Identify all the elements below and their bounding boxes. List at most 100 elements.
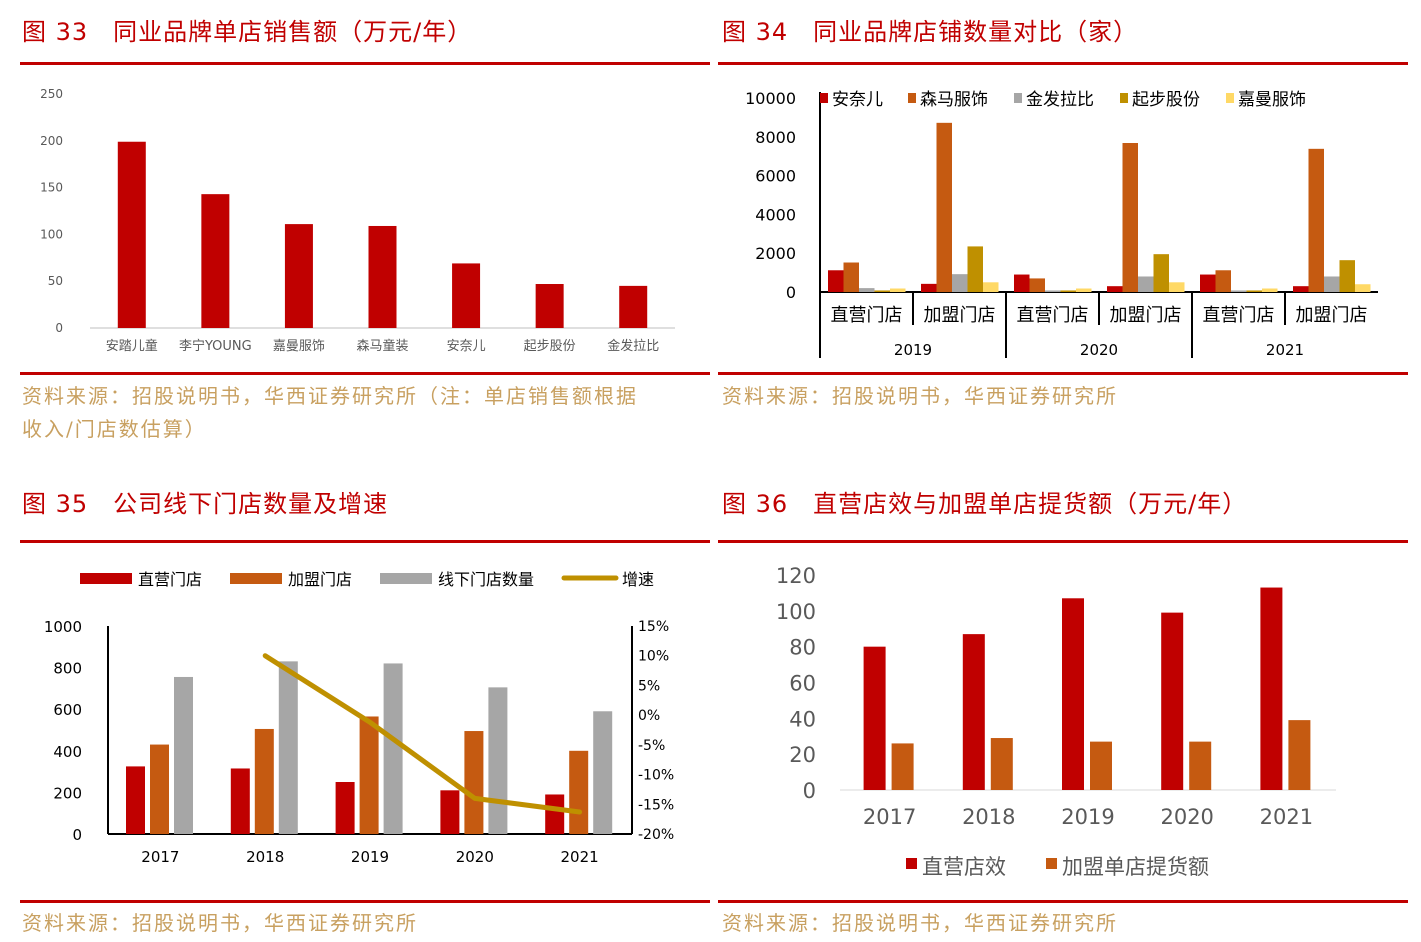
y-tick-label: 50	[48, 274, 63, 288]
bar	[619, 285, 648, 328]
y-tick-label: 6000	[755, 167, 796, 186]
figure-33-title: 图 33 同业品牌单店销售额（万元/年）	[22, 18, 473, 46]
y-tick-label: 0	[72, 826, 82, 844]
bar	[284, 224, 313, 328]
y-tick-label: 250	[40, 87, 63, 101]
bar	[117, 141, 146, 328]
x-group-label: 2019	[894, 341, 932, 359]
x-tick-label: 2020	[456, 848, 494, 866]
bar-嘉曼服饰	[983, 282, 999, 292]
bar-金发拉比	[1324, 276, 1340, 292]
y-tick-label: 120	[776, 564, 816, 588]
bar-安奈儿	[1107, 286, 1123, 292]
figure-33-source-cont: 收入/门店数估算）	[22, 417, 207, 441]
y-tick-label: 10000	[745, 89, 796, 108]
bar-起步股份	[1339, 260, 1355, 292]
bar-嘉曼服饰	[1076, 288, 1092, 292]
legend-label: 加盟单店提货额	[1062, 855, 1209, 879]
legend-swatch	[1120, 93, 1128, 103]
y-tick-label: 0	[55, 321, 63, 335]
bar-直营门店	[545, 794, 565, 834]
bar-直营门店	[440, 790, 460, 834]
divider	[20, 900, 710, 903]
y2-tick-label: -5%	[638, 738, 665, 754]
y-tick-label: 1000	[44, 618, 82, 636]
y2-tick-label: 5%	[638, 678, 660, 694]
bar-直营门店	[230, 768, 250, 834]
bar	[452, 263, 481, 328]
x-category-label: 直营门店	[1017, 305, 1089, 326]
legend-label: 线下门店数量	[438, 570, 534, 589]
bar-嘉曼服饰	[1169, 282, 1185, 292]
bar-加盟门店	[569, 750, 589, 834]
x-group-label: 2020	[1080, 341, 1118, 359]
x-category-label: 直营门店	[831, 305, 903, 326]
x-category-label: 加盟门店	[1296, 305, 1368, 326]
bar-加盟单店提货额	[1189, 741, 1212, 790]
legend-label: 森马服饰	[920, 90, 988, 110]
x-tick-label: 2018	[962, 805, 1015, 829]
legend-label: 直营店效	[922, 855, 1006, 879]
x-tick-label: 2018	[246, 848, 284, 866]
bar-直营门店	[335, 782, 355, 834]
legend-swatch	[820, 93, 828, 103]
legend-swatch	[1046, 858, 1057, 869]
legend-swatch	[380, 573, 432, 584]
legend-swatch	[80, 573, 132, 584]
bar-起步股份	[1246, 290, 1262, 292]
bar-加盟门店	[254, 728, 274, 834]
y2-tick-label: -10%	[638, 768, 674, 784]
divider	[718, 62, 1408, 65]
figure-34-source: 资料来源：招股说明书，华西证券研究所	[722, 384, 1118, 408]
bar-金发拉比	[859, 288, 875, 292]
bar-安奈儿	[921, 283, 937, 292]
y2-tick-label: 0%	[638, 708, 660, 724]
bar-安奈儿	[828, 270, 844, 292]
bar-起步股份	[1060, 290, 1076, 292]
bar-加盟门店	[464, 731, 484, 834]
y-tick-label: 0	[803, 779, 816, 803]
bar-森马服饰	[1308, 148, 1324, 292]
y-tick-label: 600	[53, 701, 82, 719]
x-category-label: 加盟门店	[924, 305, 996, 326]
y-tick-label: 200	[40, 134, 63, 148]
figure-34-title: 图 34 同业品牌店铺数量对比（家）	[722, 18, 1139, 46]
divider	[20, 62, 710, 65]
divider	[718, 372, 1408, 375]
figure-36-source: 资料来源：招股说明书，华西证券研究所	[722, 911, 1118, 935]
y-tick-label: 0	[786, 283, 796, 302]
legend-label: 金发拉比	[1026, 90, 1094, 110]
divider	[20, 540, 710, 543]
legend-swatch	[908, 93, 916, 103]
legend-label: 增速	[622, 570, 654, 589]
bar-线下门店数量	[278, 661, 298, 834]
legend-swatch	[906, 858, 917, 869]
bar-金发拉比	[952, 274, 968, 292]
figure-35-source: 资料来源：招股说明书，华西证券研究所	[22, 911, 418, 935]
y-tick-label: 4000	[755, 205, 796, 224]
bar-嘉曼服饰	[1355, 284, 1371, 292]
bar-直营店效	[863, 646, 886, 790]
x-tick-label: 金发拉比	[607, 338, 659, 354]
y-tick-label: 100	[776, 600, 816, 624]
y2-tick-label: 15%	[638, 619, 669, 635]
legend-swatch	[230, 573, 282, 584]
bar-加盟单店提货额	[891, 743, 914, 790]
bar-加盟门店	[359, 716, 379, 834]
x-group-label: 2021	[1266, 341, 1304, 359]
bar-直营店效	[1161, 612, 1184, 790]
bar-加盟单店提货额	[1090, 741, 1112, 790]
x-tick-label: 嘉曼服饰	[273, 339, 325, 354]
legend-label: 起步股份	[1132, 90, 1200, 110]
y-tick-label: 800	[53, 660, 82, 678]
bar-嘉曼服饰	[1262, 288, 1278, 292]
divider	[20, 372, 710, 375]
figure-33-source: 资料来源：招股说明书，华西证券研究所（注：单店销售额根据	[22, 384, 638, 408]
bar-森马服饰	[936, 122, 952, 292]
bar-安奈儿	[1014, 274, 1030, 292]
legend-label: 嘉曼服饰	[1238, 90, 1306, 110]
bar-起步股份	[967, 246, 983, 292]
bar-森马服饰	[1029, 278, 1045, 292]
x-tick-label: 安踏儿童	[106, 338, 158, 354]
